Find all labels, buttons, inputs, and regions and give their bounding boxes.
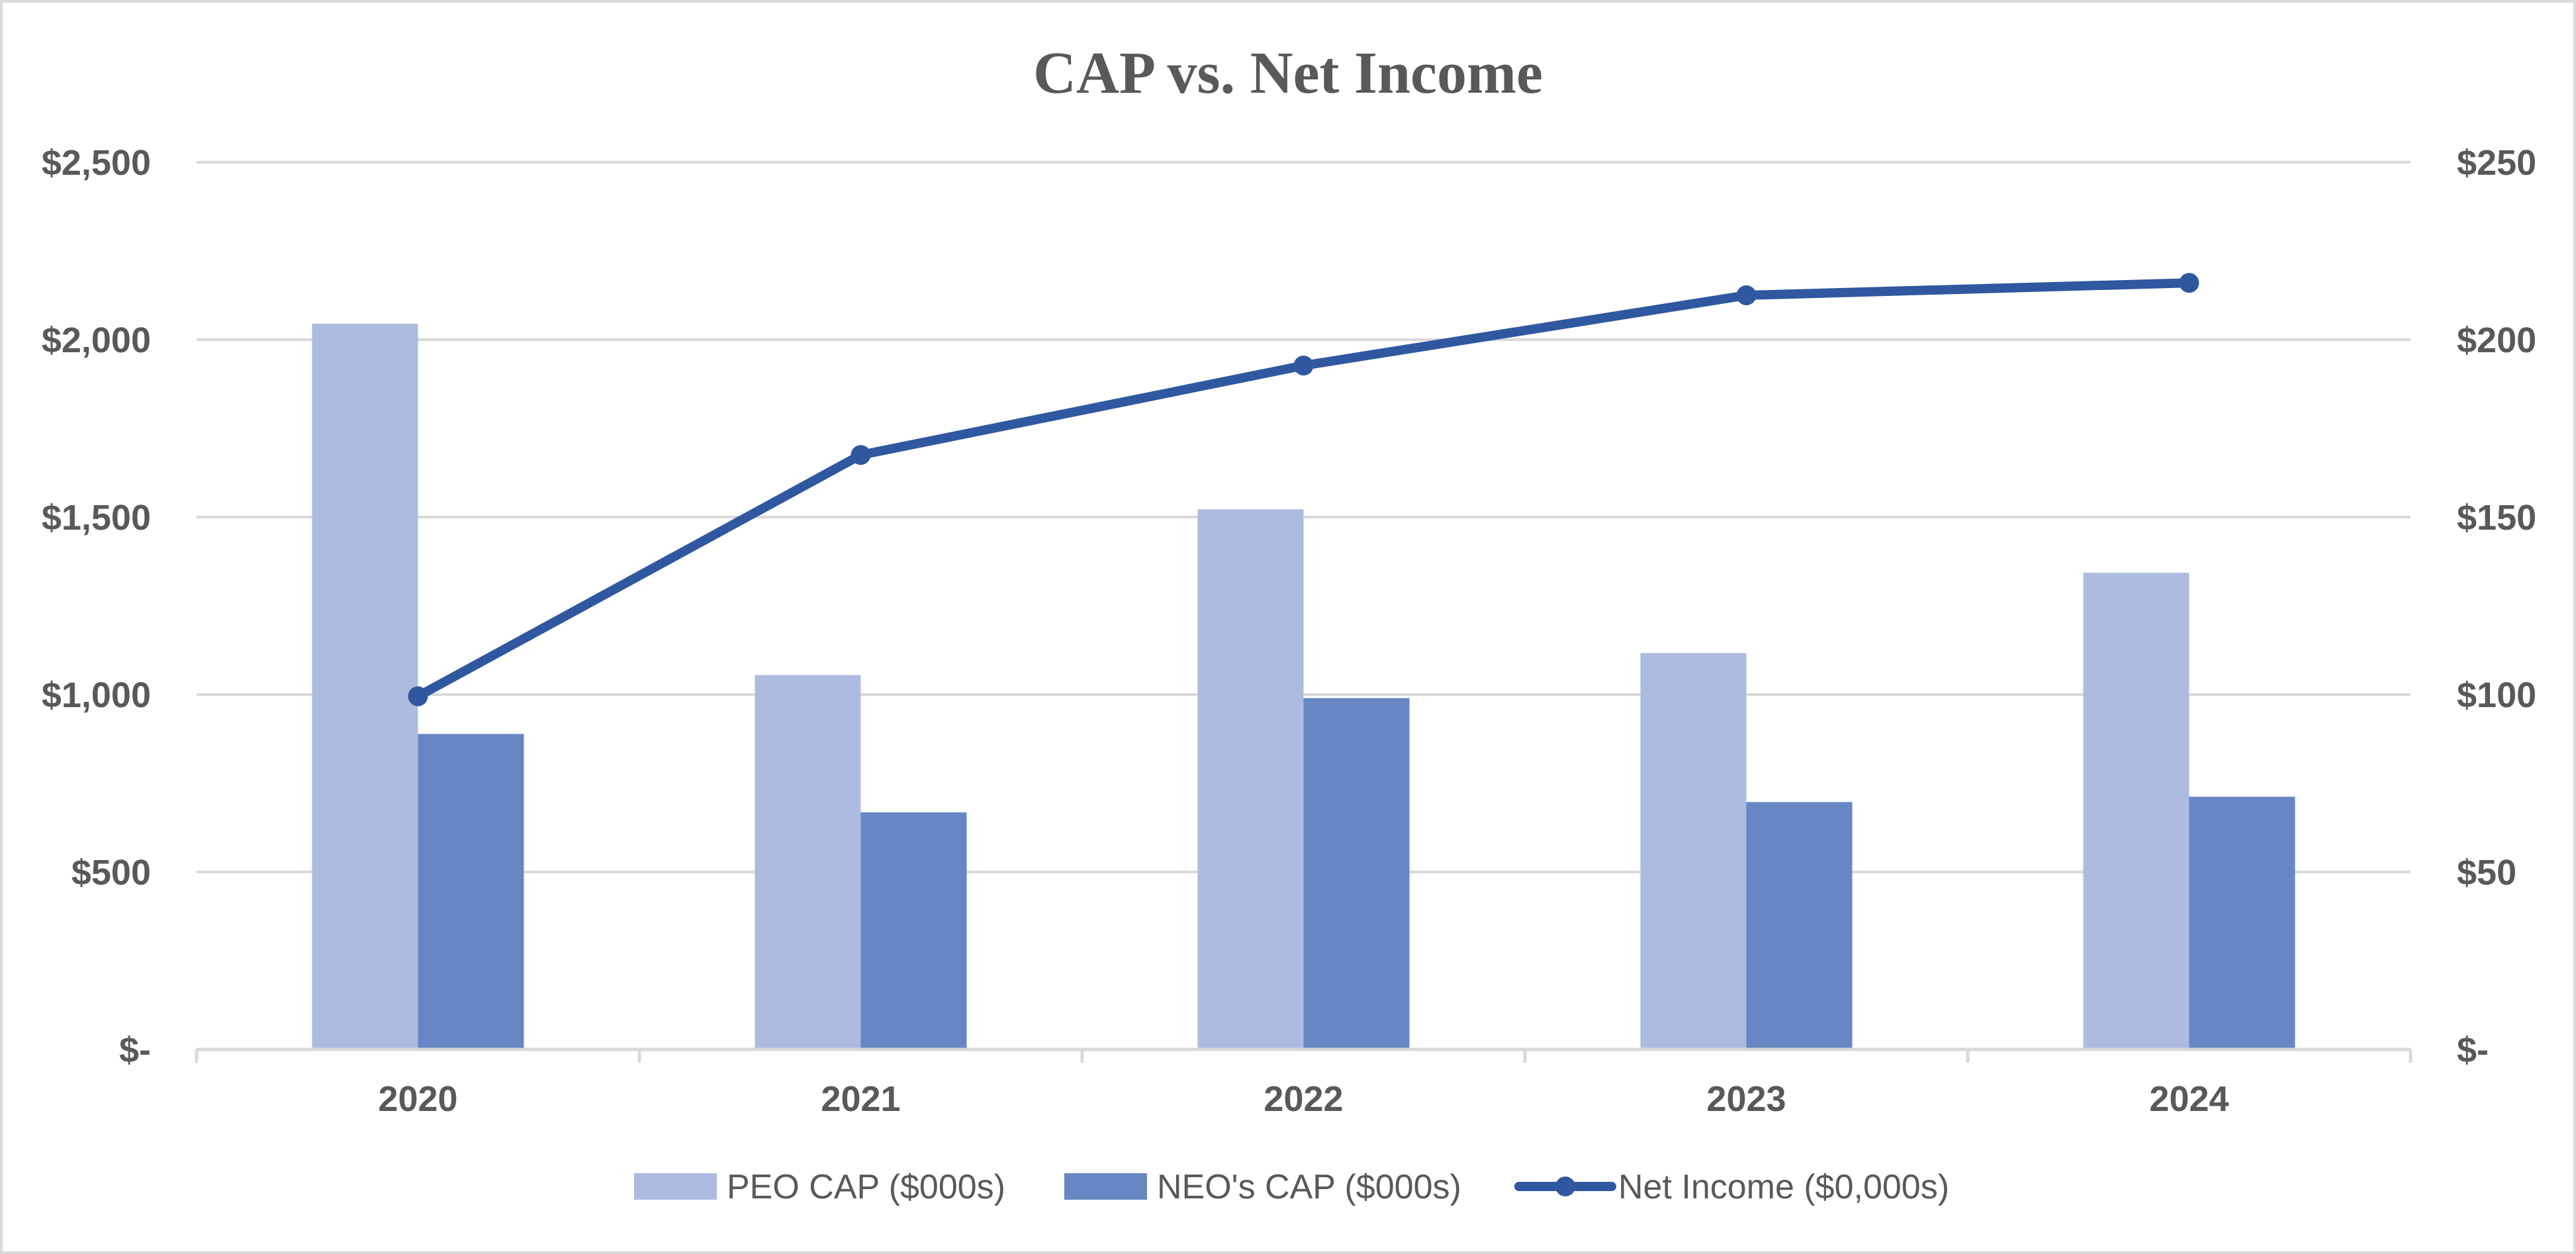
left-tick-label: $1,500: [42, 498, 151, 538]
x-tick-label: 2023: [1706, 1079, 1786, 1119]
legend-net-income-swatch-marker: [1555, 1177, 1575, 1196]
axes: [195, 1047, 2413, 1063]
left-tick-label: $-: [119, 1030, 151, 1070]
right-tick-label: $-: [2457, 1030, 2489, 1070]
line-series: [408, 273, 2199, 706]
legend-peo-cap: PEO CAP ($000s): [634, 1168, 1005, 1206]
legend: PEO CAP ($000s) NEO's CAP ($000s) Net Inco…: [634, 1168, 1949, 1206]
right-tick-label: $200: [2457, 320, 2536, 360]
net-income-point: [1293, 356, 1314, 376]
bar-neo-cap: [860, 812, 967, 1049]
x-tick-label: 2021: [821, 1079, 900, 1119]
net-income-point: [408, 686, 428, 706]
bar-peo-cap: [755, 675, 861, 1049]
bar-peo-cap: [2083, 573, 2189, 1049]
chart-title: CAP vs. Net Income: [1033, 40, 1543, 106]
legend-peo-cap-label: PEO CAP ($000s): [727, 1168, 1005, 1206]
net-income-point: [1736, 285, 1757, 305]
left-axis-ticks: $- $500 $1,000 $1,500 $2,000 $2,500: [42, 143, 151, 1070]
bar-peo-cap: [312, 323, 418, 1049]
legend-net-income-label: Net Income ($0,000s): [1618, 1168, 1949, 1206]
legend-neo-cap: NEO's CAP ($000s): [1064, 1168, 1461, 1206]
legend-neo-cap-swatch: [1064, 1173, 1147, 1200]
right-tick-label: $150: [2457, 498, 2536, 538]
x-tick-label: 2020: [378, 1079, 457, 1119]
legend-neo-cap-label: NEO's CAP ($000s): [1157, 1168, 1461, 1206]
x-tick-label: 2022: [1264, 1079, 1343, 1119]
left-tick-label: $2,500: [42, 143, 151, 183]
left-tick-label: $1,000: [42, 675, 151, 715]
bar-neo-cap: [2189, 796, 2295, 1049]
bar-neo-cap: [1746, 802, 1853, 1049]
right-tick-label: $50: [2457, 853, 2516, 892]
bar-peo-cap: [1640, 653, 1747, 1049]
bar-neo-cap: [418, 734, 524, 1049]
legend-peo-cap-swatch: [634, 1173, 717, 1200]
net-income-point: [2179, 273, 2199, 293]
right-tick-label: $100: [2457, 675, 2536, 715]
net-income-point: [851, 445, 871, 465]
bar-group: [312, 323, 2295, 1049]
bar-peo-cap: [1197, 509, 1304, 1049]
left-tick-label: $500: [71, 853, 151, 892]
bar-neo-cap: [1303, 698, 1410, 1049]
right-tick-label: $250: [2457, 143, 2536, 183]
x-axis-ticks: 2020 2021 2022 2023 2024: [378, 1079, 2229, 1119]
left-tick-label: $2,000: [42, 320, 151, 360]
legend-net-income: Net Income ($0,000s): [1514, 1168, 1949, 1206]
right-axis-ticks: $- $50 $100 $150 $200 $250: [2457, 143, 2536, 1070]
x-tick-label: 2024: [2149, 1079, 2229, 1119]
